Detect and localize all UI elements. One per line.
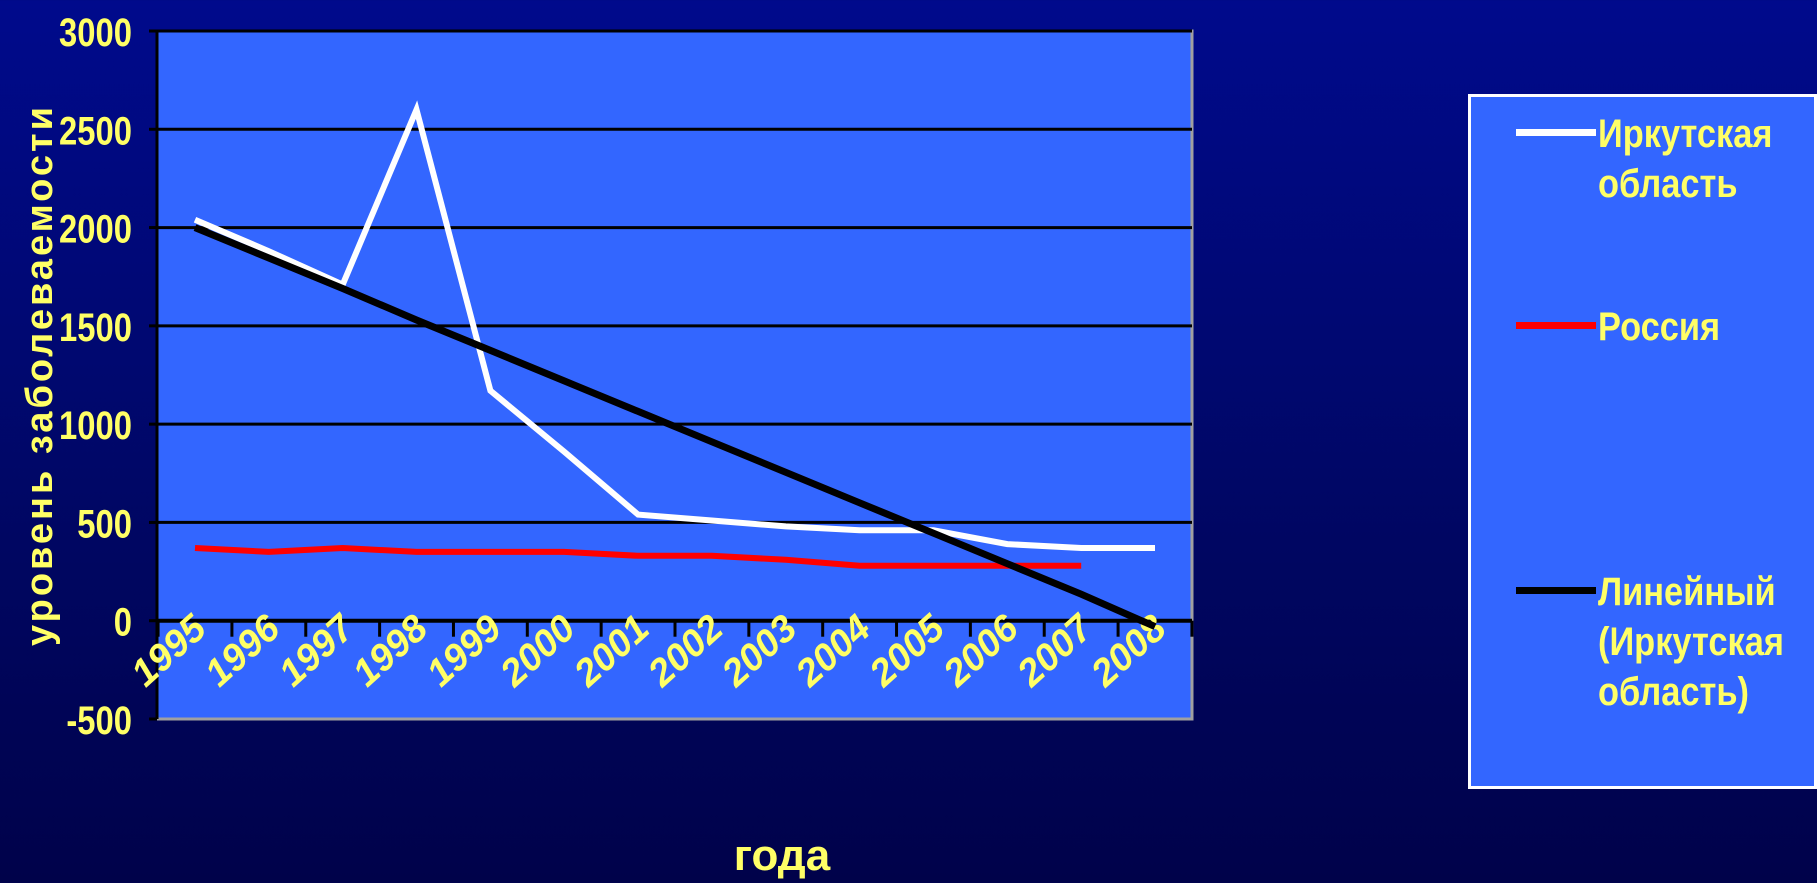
legend-swatch-russia bbox=[1516, 322, 1596, 329]
legend-item-trend: Линейный (Иркутская область) bbox=[1516, 567, 1817, 717]
y-tick-label: -500 bbox=[66, 698, 132, 743]
legend: Иркутская область Россия Линейный (Иркут… bbox=[1468, 94, 1817, 789]
legend-label-russia: Россия bbox=[1598, 305, 1721, 349]
y-tick-label: 2500 bbox=[59, 108, 132, 153]
x-axis-label: года bbox=[734, 831, 831, 880]
legend-swatch-trend bbox=[1516, 587, 1596, 594]
legend-item-irkutsk: Иркутская область bbox=[1516, 109, 1798, 209]
legend-label-trend: Линейный (Иркутская область) bbox=[1598, 570, 1784, 714]
legend-label-irkutsk: Иркутская область bbox=[1598, 112, 1773, 206]
y-tick-label: 1500 bbox=[59, 305, 132, 350]
plot-area bbox=[155, 29, 1194, 721]
y-tick-labels: 3000 2500 2000 1500 1000 500 0 -500 bbox=[59, 10, 132, 743]
y-tick-label: 2000 bbox=[59, 206, 132, 251]
y-tick-label: 1000 bbox=[59, 403, 132, 448]
y-tick-label: 0 bbox=[114, 600, 132, 645]
series-line-russia bbox=[194, 544, 1082, 569]
series-lines bbox=[193, 100, 1157, 630]
axes bbox=[149, 29, 1194, 721]
y-axis-label: уровень заболеваемости bbox=[19, 104, 61, 646]
y-tick-label: 3000 bbox=[59, 10, 132, 55]
legend-swatch-irkutsk bbox=[1516, 129, 1596, 136]
y-tick-label: 500 bbox=[77, 501, 132, 546]
series-line-trend bbox=[193, 224, 1157, 630]
legend-item-russia: Россия bbox=[1516, 302, 1817, 352]
series-line-irkutsk bbox=[193, 100, 1155, 551]
